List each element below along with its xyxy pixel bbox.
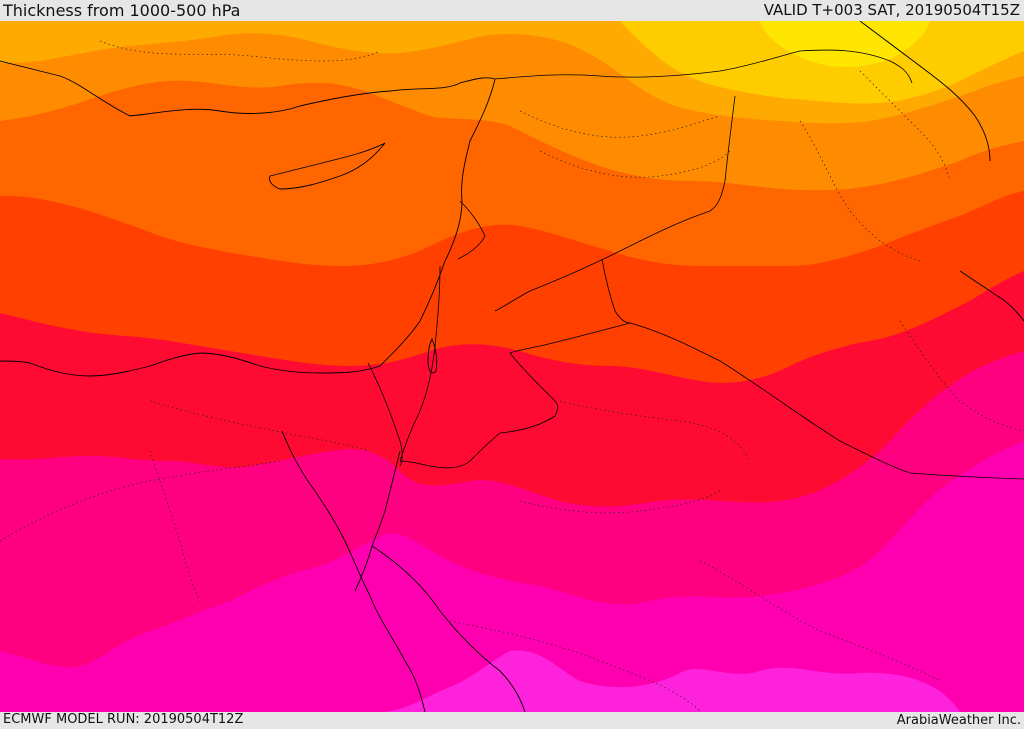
credit-label: ArabiaWeather Inc.	[896, 713, 1021, 728]
border-iraq-saudi	[601, 258, 1024, 480]
coastlines	[0, 21, 1024, 712]
coastline-red-sea-east	[371, 545, 526, 712]
valid-time: VALID T+003 SAT, 20190504T15Z	[763, 1, 1020, 19]
coastline-anatolia	[0, 60, 496, 117]
thickness-map	[0, 21, 1024, 712]
coastline-levant	[0, 78, 496, 377]
coastline-gulf-of-aqaba	[354, 450, 401, 592]
band-yellow	[760, 21, 930, 67]
boundary-7	[519, 490, 721, 514]
border-jordan-iraq-saudi	[494, 210, 711, 312]
coastline-dead-sea	[427, 337, 438, 374]
boundary-12	[149, 450, 201, 602]
map-title: Thickness from 1000-500 hPa	[3, 1, 241, 20]
borders	[367, 49, 1024, 480]
boundary-2	[519, 110, 721, 138]
coastline-persian-gulf	[959, 270, 1024, 322]
boundary-13	[859, 70, 951, 182]
coastline-gulf-of-suez	[281, 430, 426, 712]
border-jordan-saudi	[399, 322, 631, 469]
header-bar: Thickness from 1000-500 hPa VALID T+003 …	[0, 0, 1024, 21]
coastline-caspian-north	[859, 21, 991, 162]
boundary-4	[799, 120, 921, 262]
internal-boundaries	[0, 40, 1024, 712]
border-egypt-israel	[367, 362, 403, 467]
boundary-6	[0, 460, 281, 542]
boundary-8	[559, 400, 751, 462]
border-turkey-syria	[494, 49, 913, 84]
map-area	[0, 21, 1024, 712]
coastline-cyprus	[269, 142, 386, 190]
footer-bar: ECMWF MODEL RUN: 20190504T12Z ArabiaWeat…	[0, 712, 1024, 729]
border-israel-jordan	[399, 265, 441, 462]
boundary-1	[99, 40, 381, 62]
border-syria-iraq	[709, 95, 736, 212]
boundary-9	[899, 320, 1024, 432]
model-run-label: ECMWF MODEL RUN: 20190504T12Z	[3, 712, 244, 727]
border-syria-lebanon	[457, 200, 486, 260]
